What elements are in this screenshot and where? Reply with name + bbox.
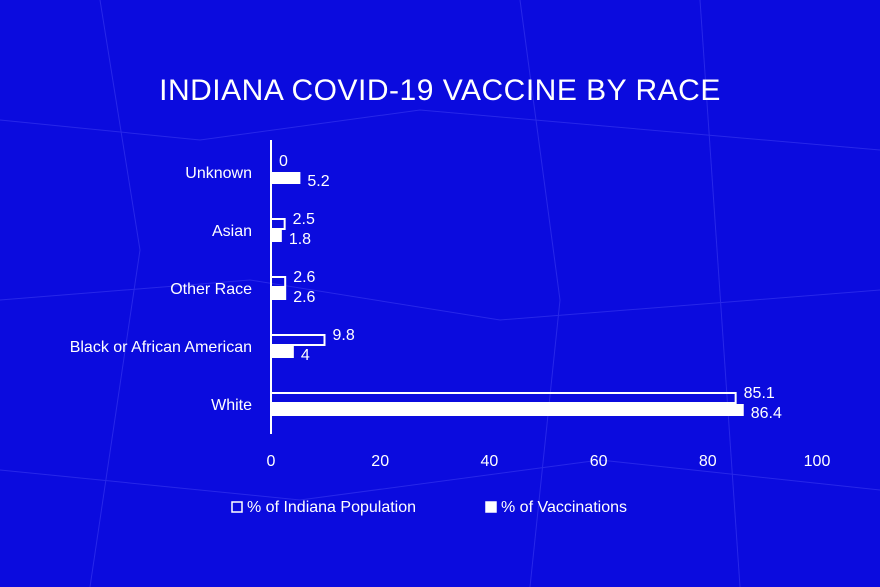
- data-label: 85.1: [744, 385, 775, 402]
- y-tick-label: Other Race: [170, 281, 252, 298]
- data-label: 0: [279, 153, 288, 170]
- legend-swatch: [231, 501, 243, 513]
- bar: [270, 172, 301, 184]
- bar: [270, 230, 282, 242]
- data-label: 5.2: [307, 173, 329, 190]
- y-tick-label: Asian: [212, 223, 252, 240]
- data-label: 86.4: [751, 405, 782, 422]
- data-label: 2.5: [293, 211, 315, 228]
- x-tick-label: 100: [804, 453, 831, 470]
- bar: [270, 404, 744, 416]
- bar: [270, 334, 326, 346]
- data-label: 9.8: [333, 327, 355, 344]
- data-label: 1.8: [289, 231, 311, 248]
- y-tick-label: Unknown: [185, 165, 252, 182]
- bar: [270, 218, 286, 230]
- legend-swatch: [485, 501, 497, 513]
- x-tick-label: 60: [590, 453, 608, 470]
- data-label: 2.6: [293, 269, 315, 286]
- y-tick-label: Black or African American: [70, 339, 252, 356]
- x-tick-label: 80: [699, 453, 717, 470]
- x-tick-label: 20: [371, 453, 389, 470]
- x-tick-label: 0: [267, 453, 276, 470]
- legend-label: % of Vaccinations: [501, 499, 627, 516]
- x-tick-label: 40: [481, 453, 499, 470]
- bar: [270, 346, 294, 358]
- bar: [270, 392, 737, 404]
- data-label: 2.6: [293, 289, 315, 306]
- bar: [270, 288, 287, 300]
- bar: [270, 276, 287, 288]
- data-label: 4: [301, 347, 310, 364]
- y-tick-label: White: [211, 397, 252, 414]
- chart-title: INDIANA COVID-19 VACCINE BY RACE: [159, 74, 721, 107]
- legend-label: % of Indiana Population: [247, 499, 416, 516]
